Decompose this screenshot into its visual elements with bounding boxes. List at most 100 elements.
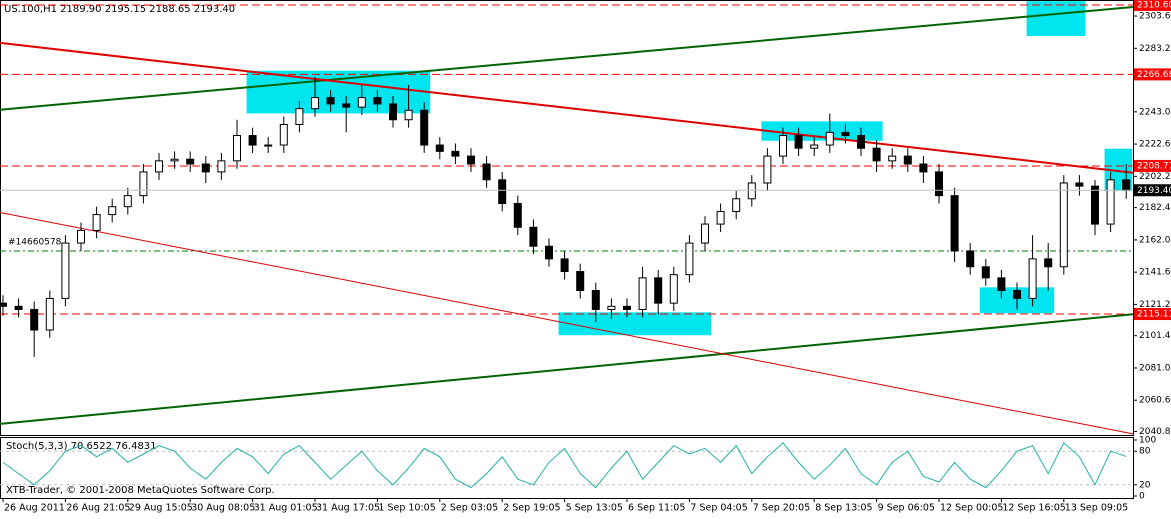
candle-body bbox=[732, 198, 741, 212]
current-label: 2193.40 bbox=[1137, 186, 1171, 196]
candle-body bbox=[810, 144, 819, 149]
x-tick-label: 7 Sep 04:05 bbox=[690, 503, 747, 514]
y-tick-label: 2141.60 bbox=[1139, 268, 1171, 278]
candle-body bbox=[623, 305, 631, 310]
x-tick-label: 13 Sep 09:05 bbox=[1065, 503, 1128, 514]
x-tick-label: 8 Sep 13:05 bbox=[815, 503, 872, 514]
candle-body bbox=[591, 289, 600, 310]
candle-body bbox=[389, 103, 397, 121]
x-tick-label: 29 Aug 15:05 bbox=[129, 503, 193, 514]
x-tick-label: 31 Aug 01:05 bbox=[254, 503, 318, 514]
candle-body bbox=[123, 195, 132, 208]
x-tick-label: 30 Aug 08:05 bbox=[191, 503, 255, 514]
candle-body bbox=[825, 131, 834, 146]
trendline bbox=[0, 6, 1134, 111]
candle-body bbox=[794, 135, 803, 149]
candle-body bbox=[451, 150, 460, 157]
x-tick-label: 5 Sep 13:05 bbox=[566, 503, 623, 514]
candle-body bbox=[467, 155, 475, 165]
candle-body bbox=[1106, 179, 1115, 225]
x-tick-label: 9 Sep 06:05 bbox=[878, 503, 935, 514]
candle-body bbox=[217, 160, 226, 173]
y-tick-label: 2081.00 bbox=[1139, 363, 1171, 373]
level-tag bbox=[1134, 308, 1171, 321]
candle-body bbox=[903, 155, 912, 165]
candle-body bbox=[186, 158, 195, 165]
candle-body bbox=[669, 274, 678, 304]
level-tag bbox=[1134, 0, 1171, 11]
x-tick-label: 2 Sep 19:05 bbox=[503, 503, 560, 514]
candle-body bbox=[45, 297, 54, 331]
osc-line bbox=[2, 441, 1127, 489]
x-tick-label: 31 Aug 17:05 bbox=[316, 503, 380, 514]
candle-body bbox=[30, 308, 39, 331]
candle-body bbox=[77, 229, 85, 244]
candle-body bbox=[654, 277, 663, 304]
candle-body bbox=[701, 223, 709, 244]
y-tick-label: 2182.40 bbox=[1139, 203, 1171, 213]
y-tick-label: 2202.20 bbox=[1139, 172, 1171, 182]
candle-body bbox=[326, 97, 335, 105]
candle-body bbox=[841, 131, 850, 137]
candle-body bbox=[14, 305, 23, 310]
candle-body bbox=[888, 155, 897, 162]
y-tick-label: 2040.80 bbox=[1139, 427, 1171, 437]
candle-body bbox=[763, 155, 772, 184]
footer: XTB-Trader, © 2001-2008 MetaQuotes Softw… bbox=[6, 485, 275, 496]
level-label: 2115.11 bbox=[1137, 310, 1171, 320]
zone bbox=[761, 121, 883, 141]
level-label: 2208.77 bbox=[1137, 161, 1171, 171]
osc-tick-label: 20 bbox=[1139, 480, 1151, 490]
candle-body bbox=[139, 171, 148, 197]
candle-body bbox=[997, 277, 1006, 291]
candle-body bbox=[950, 195, 959, 252]
candle-body bbox=[981, 266, 990, 279]
candle-body bbox=[872, 147, 881, 162]
candle-body bbox=[248, 135, 257, 146]
candle-body bbox=[545, 245, 553, 260]
candle-body bbox=[560, 258, 569, 273]
x-tick-label: 12 Sep 16:05 bbox=[1002, 503, 1065, 514]
level-label: 2266.68 bbox=[1137, 70, 1171, 80]
candle-body bbox=[685, 242, 694, 276]
candle-body bbox=[716, 210, 725, 225]
candle-body bbox=[513, 203, 522, 228]
candle-body bbox=[61, 242, 70, 299]
candle-body bbox=[404, 109, 413, 121]
candle-body bbox=[529, 226, 538, 247]
current-tag bbox=[1134, 184, 1171, 197]
y-tick-label: 2283.20 bbox=[1139, 44, 1171, 54]
candle-body bbox=[92, 214, 101, 231]
candle-body bbox=[435, 144, 444, 152]
x-tick-label: 6 Sep 11:05 bbox=[628, 503, 685, 514]
candle-body bbox=[482, 163, 491, 181]
y-tick-label: 2162.00 bbox=[1139, 235, 1171, 245]
candle-body bbox=[1091, 185, 1099, 225]
trendline bbox=[0, 41, 1134, 174]
candle-body bbox=[233, 135, 241, 162]
x-tick-label: 26 Aug 2011 bbox=[4, 503, 65, 514]
candle-body bbox=[1013, 289, 1021, 299]
zone bbox=[558, 312, 711, 336]
candle-body bbox=[373, 97, 382, 105]
oscillator-title: Stoch(5,3,3) 70.6522 76.4831 bbox=[6, 441, 157, 452]
trendline bbox=[0, 313, 1134, 425]
candle-body bbox=[857, 135, 865, 149]
level-tag bbox=[1134, 159, 1171, 172]
candle-body bbox=[1044, 258, 1053, 268]
x-tick-label: 7 Sep 20:05 bbox=[753, 503, 810, 514]
candle-body bbox=[264, 144, 273, 147]
x-tick-label: 2 Sep 03:05 bbox=[441, 503, 498, 514]
zone bbox=[1026, 1, 1086, 36]
candle-body bbox=[638, 277, 647, 310]
x-tick-label: 26 Aug 21:05 bbox=[66, 503, 130, 514]
candle-body bbox=[155, 160, 163, 173]
candle-body bbox=[935, 171, 943, 197]
candle-body bbox=[170, 158, 179, 162]
y-tick-label: 2303.60 bbox=[1139, 12, 1171, 22]
candle-body bbox=[311, 97, 319, 110]
candle-body bbox=[342, 103, 351, 108]
oscillator-panel bbox=[0, 437, 1134, 499]
candle-body bbox=[919, 163, 928, 173]
